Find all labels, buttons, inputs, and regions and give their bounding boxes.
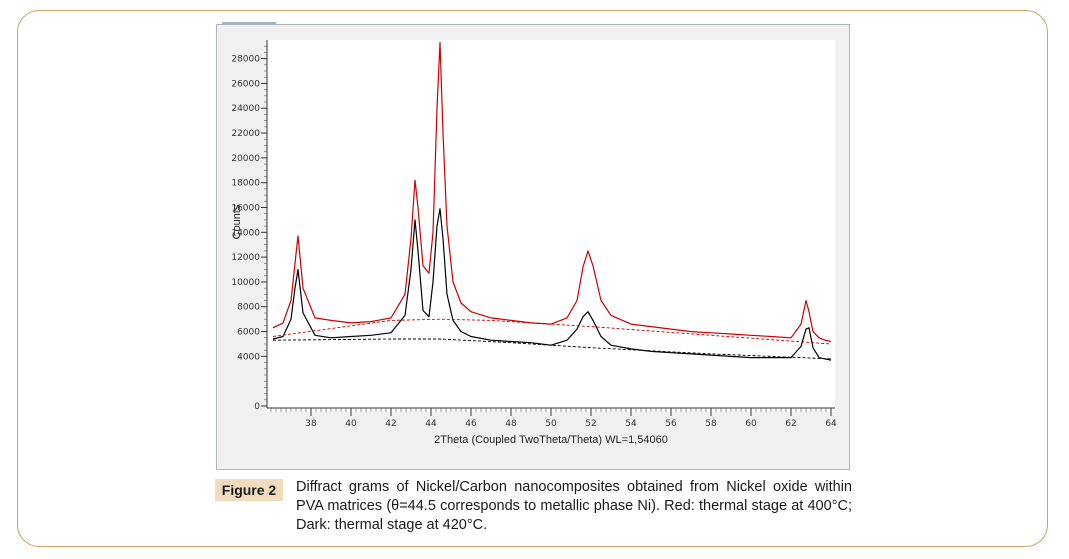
x-tick-label: 44	[425, 419, 437, 429]
xrd-chart: 0 4000 6000 8000 10000 12000 14000 16000 18000 20…	[231, 40, 837, 446]
x-tick-label: 60	[745, 419, 757, 429]
y-tick-label: 18000	[231, 179, 260, 189]
x-axis-label: 2Theta (Coupled TwoTheta/Theta) WL=1,540…	[434, 434, 668, 446]
black-pattern-line	[272, 208, 832, 361]
y-tick-label: 14000	[231, 228, 260, 238]
axes-layer: 0 4000 6000 8000 10000 12000 14000 16000 18000 20…	[231, 40, 837, 429]
x-tick-label: 38	[305, 419, 317, 429]
y-tick-label: 16000	[231, 203, 260, 213]
x-tick-label: 50	[545, 419, 557, 429]
x-tick-label: 64	[825, 419, 837, 429]
x-tick-label: 54	[625, 419, 637, 429]
y-tick-label: 10000	[231, 278, 260, 288]
y-tick-label: 6000	[237, 328, 260, 338]
y-tick-label: 24000	[231, 104, 260, 114]
x-tick-label: 56	[665, 419, 677, 429]
series-layer	[272, 41, 832, 361]
y-tick-label: 22000	[231, 129, 260, 139]
x-tick-label: 42	[385, 419, 396, 429]
figure-caption: Diffract grams of Nickel/Carbon nanocomp…	[296, 479, 852, 533]
x-tick-label: 46	[465, 419, 477, 429]
y-tick-label: 4000	[237, 352, 260, 362]
figure-tag: Figure 2	[215, 479, 283, 501]
y-tick-label: 20000	[231, 154, 260, 164]
y-axis-label: Counts	[231, 204, 243, 239]
y-tick-label: 0	[254, 402, 260, 412]
x-tick-label: 62	[785, 419, 796, 429]
plot-background	[267, 40, 835, 412]
x-tick-label: 52	[585, 419, 596, 429]
y-tick-label: 26000	[231, 79, 260, 89]
y-tick-label: 28000	[231, 55, 260, 65]
x-tick-label: 40	[345, 419, 357, 429]
y-tick-label: 8000	[237, 303, 260, 313]
y-tick-label: 12000	[231, 253, 260, 263]
x-tick-label: 48	[505, 419, 517, 429]
x-tick-label: 58	[705, 419, 717, 429]
figure-tab-marker	[222, 22, 276, 24]
red-pattern-line	[272, 41, 832, 343]
